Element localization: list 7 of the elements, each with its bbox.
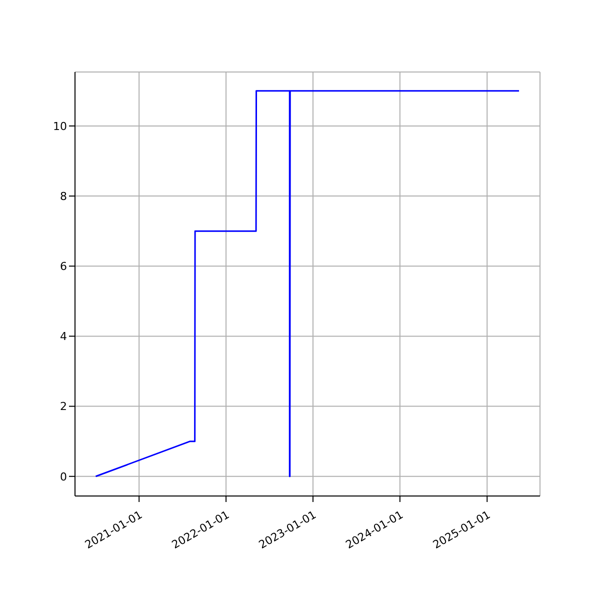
y-tick-label: 10: [53, 120, 67, 133]
line-series: [94, 90, 520, 478]
y-tick-label: 4: [60, 330, 67, 344]
y-tick-label: 2: [60, 400, 67, 414]
y-tick-label: 0: [60, 470, 67, 484]
y-tick-label: 6: [60, 260, 67, 274]
y-tick-label: 8: [60, 190, 67, 203]
